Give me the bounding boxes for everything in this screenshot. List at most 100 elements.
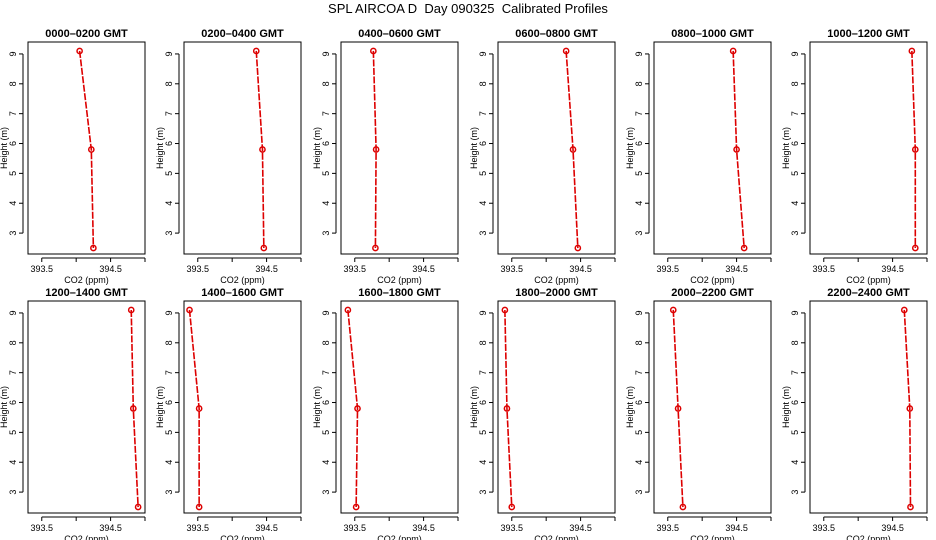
data-point [574, 244, 582, 252]
y-tick-label: 3 [321, 231, 331, 236]
x-tick-label: 394.5 [99, 523, 122, 533]
plot-frame [497, 41, 616, 255]
panel-title: 1800–2000 GMT [515, 287, 598, 299]
data-point [134, 503, 142, 511]
y-tick-label: 7 [8, 370, 18, 375]
x-tick-label: 394.5 [255, 523, 278, 533]
y-axis-label: Height (m) [781, 386, 791, 428]
plot-frame [27, 300, 146, 514]
y-tick-label: 5 [321, 171, 331, 176]
y-tick-label: 9 [164, 51, 174, 56]
profile-line [565, 50, 579, 249]
y-tick-label: 7 [790, 111, 800, 116]
data-point [508, 503, 516, 511]
x-tick-label: 394.5 [725, 264, 748, 274]
x-tick-label: 393.5 [186, 523, 209, 533]
x-axis-label: CO2 (ppm) [220, 275, 265, 285]
panel-title: 0200–0400 GMT [201, 28, 284, 40]
y-tick-label: 8 [790, 81, 800, 86]
y-tick-label: 8 [634, 340, 644, 345]
data-point [503, 405, 511, 412]
data-point [259, 146, 266, 153]
x-tick-label: 393.5 [812, 264, 835, 274]
y-tick-label: 7 [634, 370, 644, 375]
y-axis-label: Height (m) [0, 127, 9, 169]
data-point [679, 503, 687, 511]
data-point [186, 306, 193, 314]
y-tick-label: 6 [164, 400, 174, 405]
y-tick-label: 6 [790, 141, 800, 146]
data-point [372, 244, 379, 252]
data-point [127, 306, 135, 314]
plot-frame [653, 41, 772, 255]
data-point [733, 146, 740, 153]
y-tick-label: 8 [321, 340, 331, 345]
y-tick-label: 9 [164, 310, 174, 315]
y-tick-label: 3 [790, 231, 800, 236]
data-point [674, 405, 682, 412]
y-tick-label: 5 [634, 430, 644, 435]
plot-frame [340, 300, 459, 514]
y-tick-label: 3 [478, 231, 488, 236]
x-tick-label: 393.5 [500, 264, 523, 274]
y-axis-label: Height (m) [0, 386, 9, 428]
y-tick-label: 4 [634, 201, 644, 206]
profile-line [903, 309, 912, 508]
data-point [740, 244, 748, 252]
plot-frame [809, 300, 928, 514]
plot-frame [653, 300, 772, 514]
x-axis-label: CO2 (ppm) [377, 534, 422, 540]
y-tick-label: 9 [790, 310, 800, 315]
data-point [906, 405, 914, 412]
data-point [562, 47, 570, 55]
x-tick-label: 393.5 [812, 523, 835, 533]
data-point [729, 47, 737, 55]
data-point [907, 503, 914, 511]
data-point [76, 47, 83, 55]
x-axis-label: CO2 (ppm) [846, 534, 891, 540]
y-tick-label: 9 [321, 51, 331, 56]
y-tick-label: 5 [8, 171, 18, 176]
data-point [372, 146, 380, 153]
y-tick-label: 3 [478, 490, 488, 495]
y-tick-label: 6 [478, 400, 488, 405]
y-tick-label: 6 [790, 400, 800, 405]
y-tick-label: 4 [321, 201, 331, 206]
data-point [90, 244, 97, 252]
panel-title: 1200–1400 GMT [45, 287, 128, 299]
x-axis-label: CO2 (ppm) [846, 275, 891, 285]
y-axis-label: Height (m) [469, 127, 479, 169]
y-tick-label: 4 [478, 460, 488, 465]
y-tick-label: 7 [478, 111, 488, 116]
y-tick-label: 8 [164, 81, 174, 86]
x-tick-label: 393.5 [30, 523, 53, 533]
data-point [195, 405, 203, 412]
x-tick-label: 393.5 [656, 523, 679, 533]
data-point [669, 306, 677, 314]
y-tick-label: 9 [321, 310, 331, 315]
x-axis-label: CO2 (ppm) [64, 534, 109, 540]
x-tick-label: 394.5 [725, 523, 748, 533]
y-tick-label: 4 [321, 460, 331, 465]
panel-title: 0600–0800 GMT [515, 28, 598, 40]
data-point [344, 306, 352, 314]
data-point [911, 244, 919, 252]
y-tick-label: 9 [634, 310, 644, 315]
x-tick-label: 393.5 [656, 264, 679, 274]
y-tick-label: 6 [321, 141, 331, 146]
x-axis-label: CO2 (ppm) [534, 275, 579, 285]
y-tick-label: 6 [634, 141, 644, 146]
y-axis-label: Height (m) [469, 386, 479, 428]
y-tick-label: 9 [790, 51, 800, 56]
profile-line [347, 309, 359, 508]
y-tick-label: 8 [8, 81, 18, 86]
y-tick-label: 6 [478, 141, 488, 146]
y-tick-label: 7 [634, 111, 644, 116]
profile-line [672, 309, 684, 508]
y-tick-label: 3 [8, 231, 18, 236]
panel-title: 1600–1800 GMT [358, 287, 441, 299]
y-tick-label: 8 [790, 340, 800, 345]
x-tick-label: 393.5 [186, 264, 209, 274]
figure-title: SPL AIRCOA D Day 090325 Calibrated Profi… [328, 1, 608, 16]
x-axis-label: CO2 (ppm) [690, 275, 735, 285]
